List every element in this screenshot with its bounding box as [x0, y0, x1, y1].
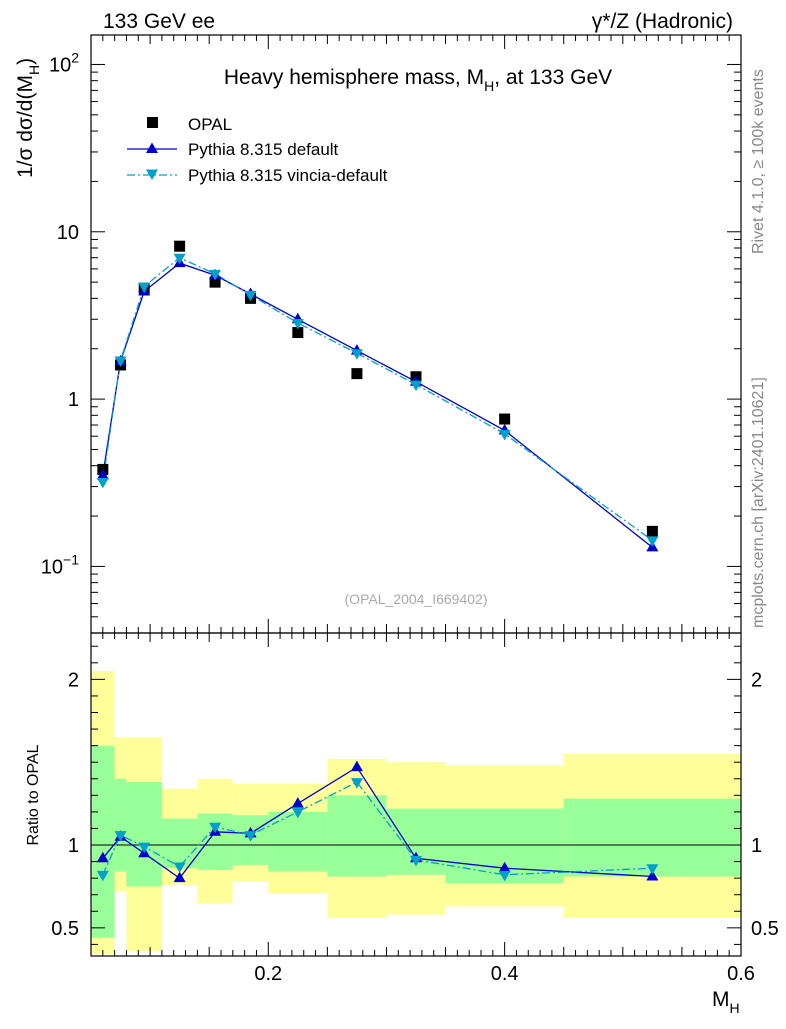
chart-title-subscript: H	[484, 78, 494, 94]
main-data-point-pythia-vincia	[646, 536, 659, 547]
main-data-point-opal	[174, 240, 186, 252]
ratio-data-point-pythia-default	[96, 851, 109, 863]
ratio-band-green	[91, 745, 115, 938]
main-series-group	[96, 240, 659, 552]
ratio-data-point-pythia-default	[350, 760, 363, 772]
main-y-axis-label-rest: )	[14, 58, 37, 65]
chart-title-rest: , at 133 GeV	[494, 66, 612, 89]
header-right-label: γ*/Z (Hadronic)	[592, 10, 733, 33]
watermark: (OPAL_2004_I669402)	[345, 591, 488, 607]
mcplots-label: mcplots.cern.ch [arXiv:2401.10621]	[750, 377, 767, 628]
main-y-tick-label: 1	[68, 389, 79, 411]
ratio-data-point-pythia-vincia	[244, 831, 257, 842]
main-data-point-pythia-vincia	[114, 356, 127, 368]
ratio-y-tick-label-left: 1	[68, 835, 79, 857]
ratio-band-green	[563, 798, 741, 877]
ratio-panel-frame	[90, 632, 742, 957]
ratio-data-point-pythia-vincia	[209, 822, 222, 834]
main-data-point-pythia-vincia	[410, 380, 422, 392]
chart-title-main: Heavy hemisphere mass, M	[224, 66, 484, 89]
ratio-y-tick-label-left: 0.5	[51, 918, 79, 940]
main-y-tick-label: 10	[57, 222, 79, 244]
main-y-tick-label-exponent: 2	[71, 49, 79, 65]
ratio-y-tick-label-right: 1	[751, 835, 762, 857]
main-data-point-opal	[646, 525, 658, 537]
main-data-point-pythia-vincia	[173, 253, 186, 265]
legend-marker-pythia-default	[146, 142, 158, 153]
ratio-y-tick-label-left: 2	[68, 669, 79, 691]
ratio-band-green	[268, 811, 328, 872]
main-data-point-pythia-vincia	[209, 269, 222, 281]
x-axis-label-main: M	[712, 988, 730, 1011]
main-data-point-opal	[209, 276, 221, 288]
ratio-data-point-pythia-vincia	[138, 842, 151, 854]
main-data-point-opal	[351, 368, 363, 380]
main-data-point-pythia-default	[96, 468, 109, 480]
main-y-tick-label-exponent: −1	[63, 551, 79, 567]
ratio-y-tick-label-right: 2	[751, 669, 762, 691]
ratio-data-point-pythia-vincia	[350, 778, 363, 789]
main-y-tick-label: 10−1	[41, 551, 79, 578]
ratio-y-tick-label-right: 0.5	[751, 918, 779, 940]
main-y-tick-label: 102	[49, 49, 79, 76]
ratio-data-point-pythia-vincia	[291, 807, 304, 819]
main-y-axis-label-main: 1/σ dσ/d(M	[14, 75, 37, 178]
ratio-data-point-pythia-default	[173, 871, 186, 883]
ratio-y-axis-label: Ratio to OPAL	[25, 744, 42, 845]
ratio-band-green	[161, 818, 198, 869]
main-y-axis-label-subscript: H	[26, 65, 42, 75]
main-y-axis-label: 1/σ dσ/d(MH)	[14, 58, 42, 178]
header-left-label: 133 GeV ee	[103, 10, 215, 33]
main-series-line-2	[102, 256, 653, 541]
ratio-band-green	[126, 782, 162, 887]
legend-marker-opal	[147, 117, 158, 128]
ratio-data-point-pythia-default	[646, 869, 659, 881]
main-data-point-opal	[499, 413, 511, 425]
ratio-data-point-pythia-vincia	[410, 855, 422, 867]
main-y-tick-label-base: 10	[49, 54, 71, 76]
legend-label-pythia-default: Pythia 8.315 default	[188, 140, 339, 159]
main-y-tick-label-base: 10	[41, 556, 63, 578]
ratio-uncertainty-bands	[91, 671, 741, 955]
ratio-band-green	[327, 795, 387, 877]
ratio-data-point-pythia-vincia	[96, 870, 109, 882]
ratio-axis-ticks: 0.5 0.5 1 1 2 2 0.2 0.4 0.6	[51, 633, 779, 985]
main-series-line-1	[102, 262, 653, 548]
legend: OPAL Pythia 8.315 default Pythia 8.315 v…	[127, 115, 388, 185]
main-data-point-pythia-vincia	[244, 290, 257, 302]
main-data-point-pythia-vincia	[350, 349, 363, 360]
main-data-point-opal	[292, 327, 304, 339]
ratio-data-point-pythia-vincia	[114, 831, 127, 842]
x-axis-label-subscript: H	[730, 1000, 740, 1016]
legend-label-opal: OPAL	[188, 115, 232, 134]
main-data-point-pythia-vincia	[291, 318, 304, 330]
chart-title: Heavy hemisphere mass, MH, at 133 GeV	[224, 66, 612, 94]
legend-marker-pythia-vincia	[146, 169, 158, 180]
ratio-data-point-pythia-default	[498, 861, 511, 873]
main-data-point-pythia-vincia	[138, 282, 151, 294]
x-axis-label: MH	[712, 988, 740, 1016]
rivet-version-label: Rivet 4.1.0, ≥ 100k events	[750, 69, 767, 254]
ratio-data-point-pythia-vincia	[646, 864, 659, 875]
ratio-series-group	[96, 760, 659, 883]
x-tick-label: 0.4	[491, 963, 519, 985]
ratio-band-green	[197, 813, 233, 870]
main-data-point-pythia-vincia	[498, 429, 511, 441]
main-data-point-pythia-vincia	[96, 477, 109, 489]
legend-label-pythia-vincia: Pythia 8.315 vincia-default	[188, 166, 388, 185]
x-tick-label: 0.2	[254, 963, 282, 985]
ratio-data-point-pythia-vincia	[173, 862, 186, 874]
ratio-data-point-pythia-vincia	[498, 870, 511, 882]
ratio-data-point-pythia-default	[291, 797, 304, 808]
ratio-band-green	[114, 778, 127, 872]
x-tick-label: 0.6	[727, 963, 755, 985]
